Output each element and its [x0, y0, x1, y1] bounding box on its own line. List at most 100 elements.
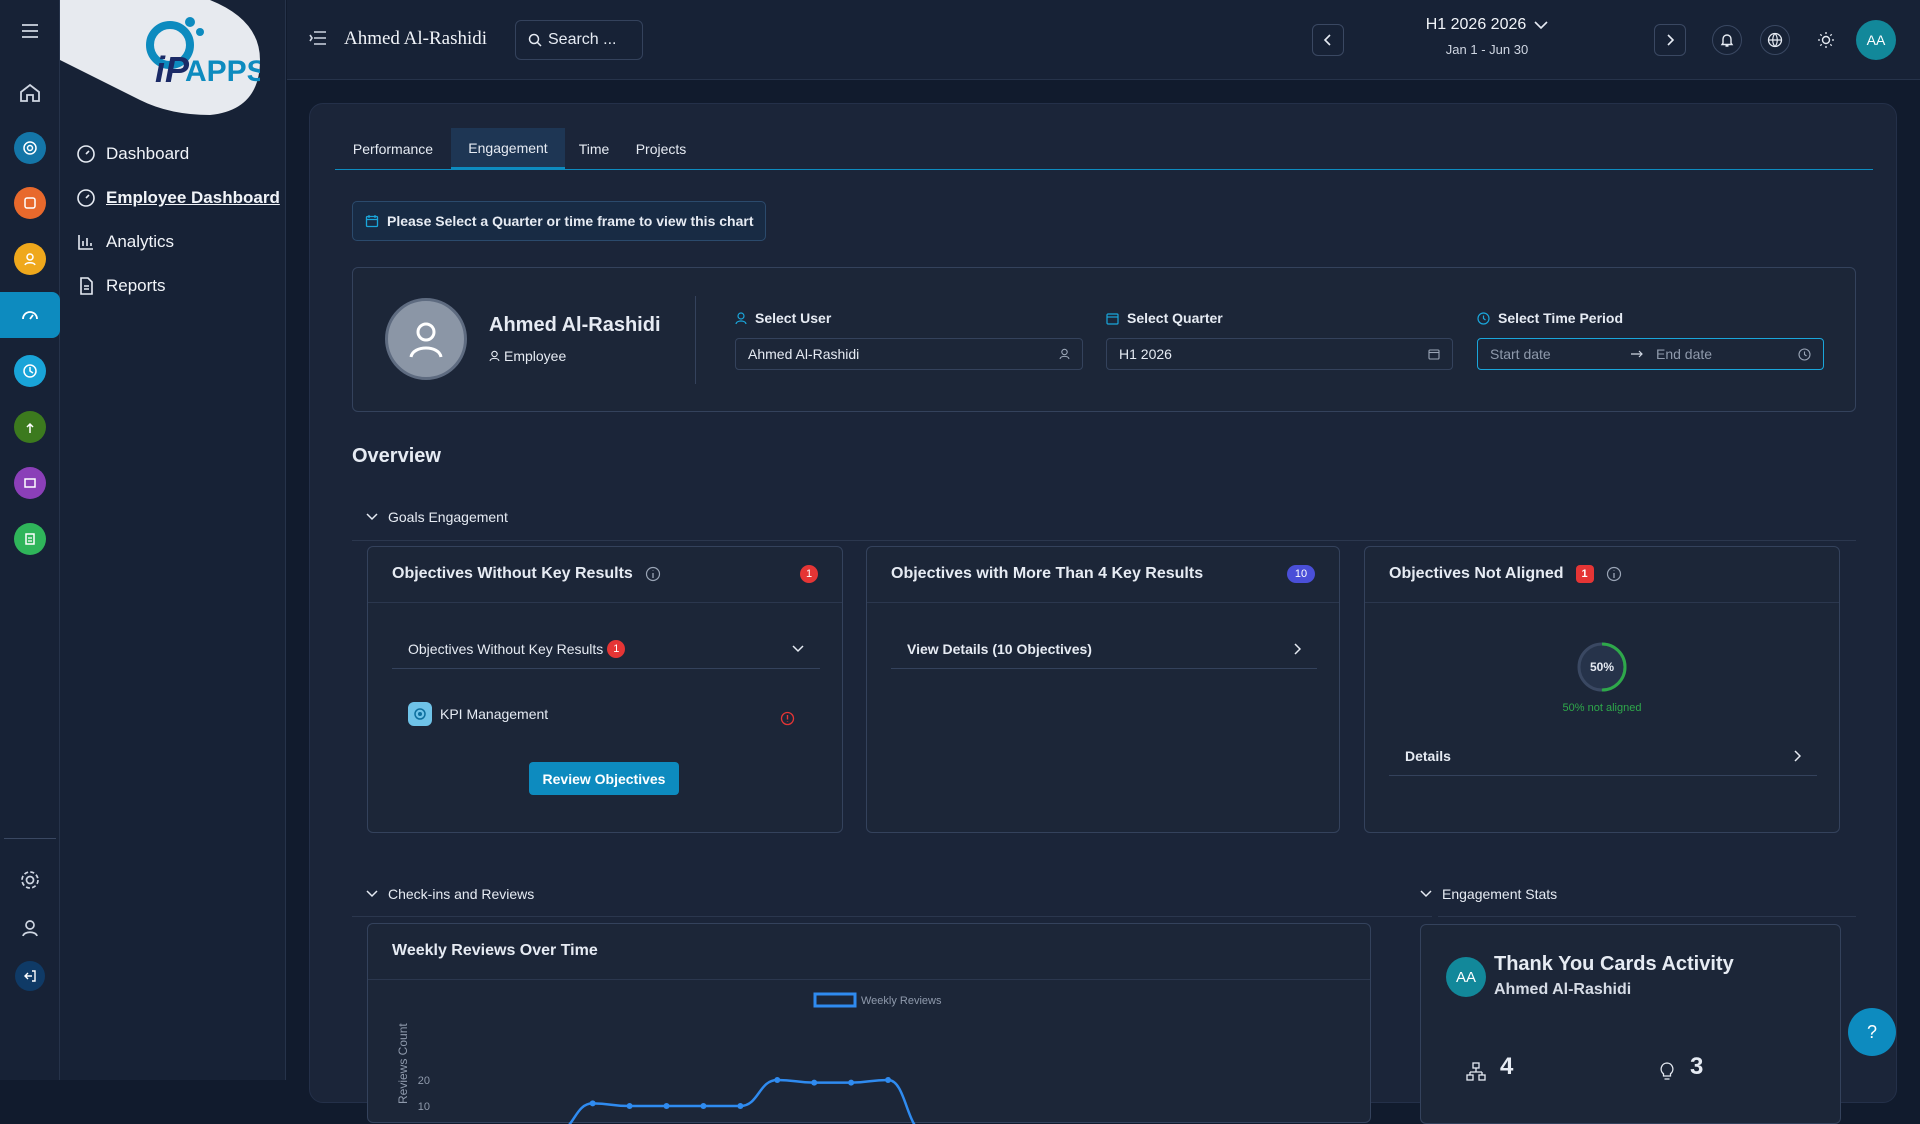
person-icon	[1059, 348, 1070, 360]
chevron-down-icon	[1534, 21, 1548, 30]
count-badge: 10	[1287, 565, 1315, 583]
sidebar-item-employee-dashboard[interactable]: Employee Dashboard	[76, 184, 286, 212]
brand-logo[interactable]: iP APPS	[60, 0, 267, 115]
details-row[interactable]: Details	[1389, 736, 1817, 776]
menu-icon[interactable]	[0, 8, 60, 54]
sidebar-item-label: Dashboard	[106, 144, 190, 163]
avatar: AA	[1446, 957, 1486, 997]
objectives-many-kr-card: Objectives with More Than 4 Key Results …	[866, 546, 1340, 833]
profile-card: Ahmed Al-Rashidi Employee Select User Ah…	[352, 267, 1856, 412]
data-point[interactable]	[700, 1103, 707, 1109]
profile-icon[interactable]	[0, 905, 60, 951]
reports-app-icon[interactable]	[0, 516, 60, 562]
clock-icon	[1798, 347, 1811, 361]
header-user-name: Ahmed Al-Rashidi	[344, 28, 488, 49]
sidebar-item-dashboard[interactable]: Dashboard	[76, 140, 189, 168]
notifications-button[interactable]	[1712, 25, 1742, 55]
person-icon	[489, 350, 500, 362]
sidebar-item-reports[interactable]: Reports	[76, 272, 166, 300]
home-icon[interactable]	[0, 70, 60, 116]
tab-engagement[interactable]: Engagement	[451, 128, 565, 169]
time-period-range[interactable]: Start date End date	[1477, 338, 1824, 370]
data-point[interactable]	[663, 1103, 670, 1109]
info-icon[interactable]	[645, 566, 661, 582]
document-icon	[80, 277, 93, 295]
overview-title: Overview	[352, 445, 441, 467]
engagement-stats-toggle[interactable]: Engagement Stats	[1420, 886, 1557, 902]
stat-received: 3	[1658, 1053, 1703, 1081]
projects-app-icon[interactable]	[0, 460, 60, 506]
stat-sent: 4	[1466, 1053, 1513, 1081]
settings-icon[interactable]	[0, 857, 60, 903]
dashboard-app-icon[interactable]	[0, 292, 60, 338]
notice-text: Please Select a Quarter or time frame to…	[387, 213, 754, 229]
progress-arc	[1577, 642, 1627, 692]
person-icon	[735, 311, 747, 324]
tab-time[interactable]: Time	[578, 140, 610, 157]
svg-text:iP: iP	[155, 49, 190, 90]
card-title: Objectives Not Aligned 1	[1389, 565, 1622, 583]
start-date-input[interactable]: Start date	[1490, 346, 1551, 362]
sidebar-item-label: Employee Dashboard	[106, 188, 280, 207]
theme-toggle[interactable]	[1817, 31, 1835, 54]
select-user-field[interactable]: Ahmed Al-Rashidi	[735, 338, 1083, 370]
checkins-toggle[interactable]: Check-ins and Reviews	[366, 886, 534, 902]
period-label: H1 2026 2026	[1425, 16, 1527, 33]
list-item[interactable]: KPI Management	[408, 702, 548, 726]
gauge-icon	[77, 189, 95, 207]
language-button[interactable]	[1760, 25, 1790, 55]
section-divider	[352, 916, 1432, 917]
info-icon[interactable]	[1606, 566, 1622, 582]
select-quarter-value: H1 2026	[1119, 346, 1172, 362]
select-quarter-label-text: Select Quarter	[1127, 310, 1223, 326]
end-date-input[interactable]: End date	[1656, 346, 1713, 362]
chevron-right-icon	[1667, 34, 1675, 46]
review-objectives-button[interactable]: Review Objectives	[529, 762, 679, 795]
sidebar-item-analytics[interactable]: Analytics	[76, 228, 174, 256]
avatar[interactable]: AA	[1856, 20, 1896, 60]
tab-projects[interactable]: Projects	[635, 140, 687, 157]
goals-engagement-toggle[interactable]: Goals Engagement	[366, 509, 508, 525]
data-point[interactable]	[774, 1077, 781, 1083]
legend-swatch	[813, 992, 857, 1008]
prev-period-button[interactable]	[1312, 24, 1344, 56]
section-divider	[1438, 916, 1856, 917]
profile-role: Employee	[489, 348, 566, 364]
collapse-menu-icon[interactable]	[309, 30, 327, 51]
chevron-left-icon	[1323, 34, 1331, 46]
data-point[interactable]	[737, 1103, 744, 1109]
objectives-without-kr-dropdown[interactable]: Objectives Without Key Results 1	[392, 629, 820, 669]
search-input[interactable]: Search ...	[515, 20, 643, 60]
growth-app-icon[interactable]	[0, 404, 60, 450]
data-point[interactable]	[811, 1079, 818, 1086]
data-point[interactable]	[589, 1100, 596, 1107]
help-button[interactable]: ?	[1848, 1008, 1896, 1056]
y-axis-label: Reviews Count	[396, 1023, 410, 1104]
people-app-icon[interactable]	[0, 236, 60, 282]
thank-you-cards-card: AA Thank You Cards Activity Ahmed Al-Ras…	[1420, 924, 1841, 1124]
team-app-icon[interactable]	[0, 180, 60, 226]
select-quarter-field[interactable]: H1 2026	[1106, 338, 1453, 370]
chevron-right-icon	[1794, 749, 1801, 762]
data-point[interactable]	[626, 1103, 633, 1109]
tab-performance[interactable]: Performance	[352, 140, 434, 157]
view-details-row[interactable]: View Details (10 Objectives)	[891, 629, 1317, 669]
goals-section-label: Goals Engagement	[388, 509, 508, 525]
calendar-icon	[1428, 349, 1440, 360]
legend-label: Weekly Reviews	[861, 995, 942, 1007]
target-app-icon[interactable]	[0, 125, 60, 171]
warning-icon	[780, 711, 795, 726]
data-point[interactable]	[885, 1077, 892, 1083]
data-point[interactable]	[848, 1079, 855, 1086]
section-divider	[352, 540, 1856, 541]
next-period-button[interactable]	[1654, 24, 1686, 56]
clock-app-icon[interactable]	[0, 348, 60, 394]
divider	[695, 296, 696, 384]
icon-rail	[0, 0, 60, 1080]
logout-icon[interactable]	[0, 953, 60, 999]
period-selector[interactable]: H1 2026 2026 Jan 1 - Jun 30	[1397, 16, 1577, 57]
sidebar: iP APPS Dashboard Employee Dashboard Ana…	[60, 0, 286, 1080]
card-header	[1365, 547, 1839, 603]
lightbulb-icon	[1660, 1062, 1674, 1080]
